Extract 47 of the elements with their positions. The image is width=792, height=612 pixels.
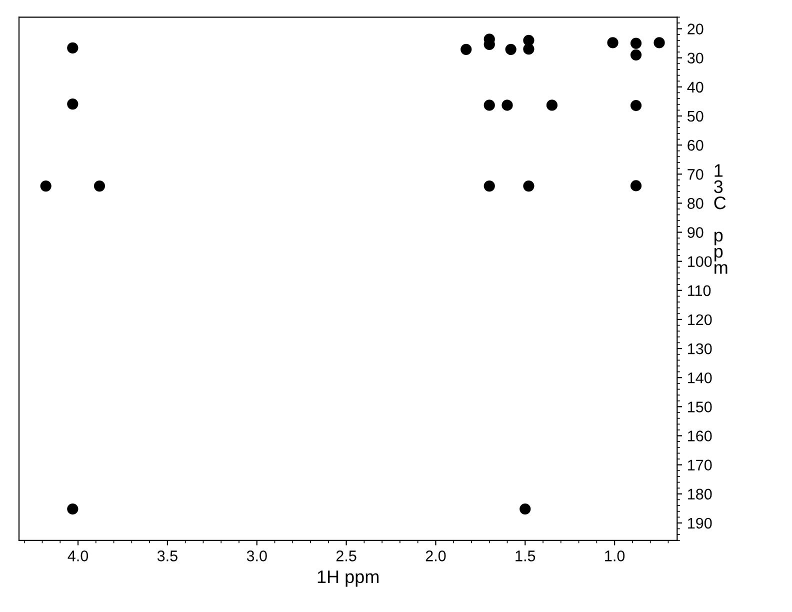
point	[630, 49, 642, 60]
point	[630, 100, 642, 112]
y-tick-label: 140	[688, 372, 712, 384]
y-tick-label: 150	[688, 402, 712, 412]
x-tick-label: 3.0	[246, 550, 267, 562]
x-tick-label: 2.0	[426, 550, 446, 562]
point	[654, 37, 665, 48]
y-tick-label: 40	[687, 82, 704, 93]
y-tick-label: 60	[688, 140, 704, 151]
point	[67, 503, 78, 515]
y-tick-label: 170	[688, 460, 712, 470]
x-axis-title: 1H ppm	[318, 570, 379, 587]
x-tick-label: 4.0	[68, 550, 88, 562]
point	[630, 180, 642, 192]
point	[520, 503, 531, 515]
y-tick-label: 110	[688, 285, 711, 296]
y-tick-label: 50	[687, 110, 704, 122]
y-tick-label: 20	[688, 24, 704, 34]
y-tick-label: 90	[688, 227, 704, 238]
point	[484, 100, 495, 111]
x-tick-label: 2.5	[336, 550, 356, 562]
y-tick-label: 100	[688, 256, 712, 268]
point	[630, 38, 642, 49]
point	[607, 37, 618, 48]
text: 13C ppm	[714, 164, 728, 274]
x-tick-label: 3.5	[157, 550, 178, 562]
x-tick-label: 1.5	[516, 550, 536, 562]
point	[67, 98, 78, 110]
point	[460, 44, 472, 55]
y-tick-label: 30	[687, 52, 704, 64]
point	[523, 44, 534, 55]
point	[505, 44, 516, 55]
y-tick-label: 70	[688, 168, 704, 180]
y-tick-label: 120	[688, 314, 712, 326]
point	[67, 42, 78, 54]
point	[546, 100, 558, 111]
point	[40, 180, 52, 192]
x-tick-label: 1.0	[605, 550, 625, 562]
y-tick-label: 180	[688, 488, 712, 500]
point	[523, 180, 534, 192]
y-tick-label: 190	[688, 518, 712, 529]
y-tick-label: 160	[688, 430, 712, 442]
y-tick-label: 80	[688, 198, 704, 209]
point	[94, 180, 106, 192]
point	[502, 100, 513, 111]
y-tick-label: 130	[688, 343, 712, 354]
point	[484, 180, 495, 192]
